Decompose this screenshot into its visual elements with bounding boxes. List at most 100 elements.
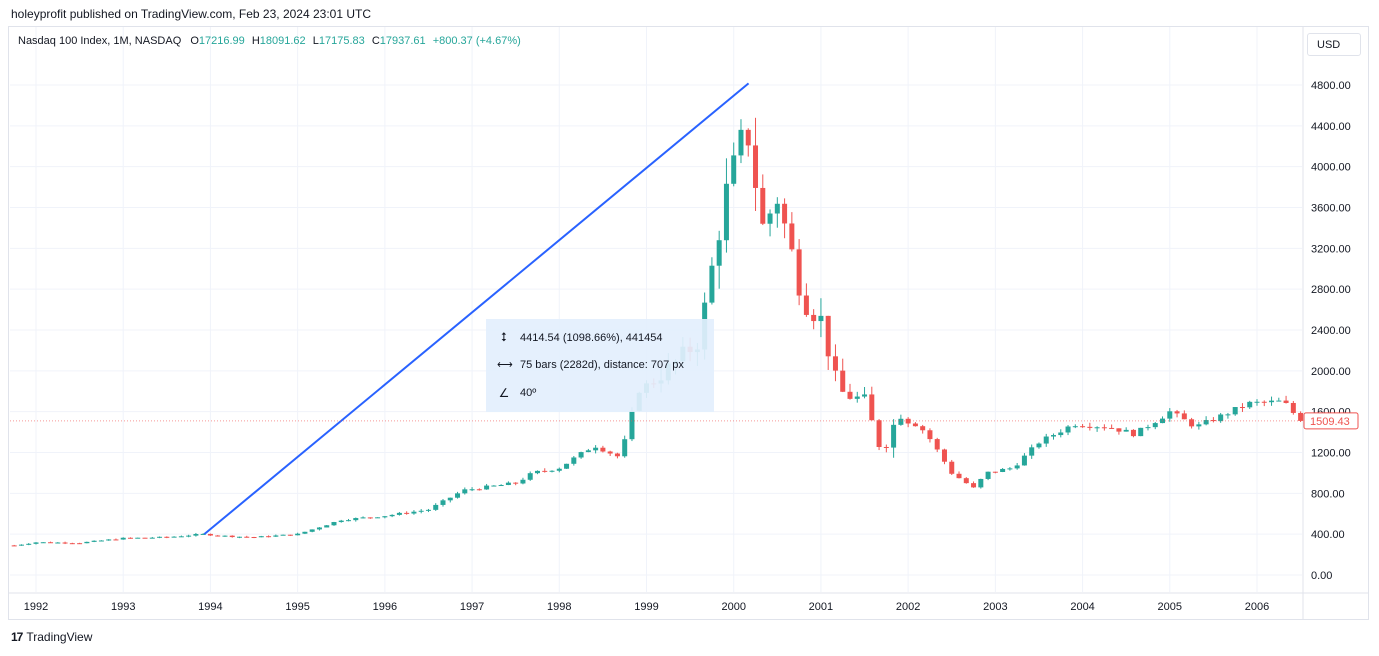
candle-body — [564, 463, 570, 469]
candle-body — [811, 314, 817, 322]
candle-body — [571, 457, 577, 464]
candle-body — [157, 536, 163, 538]
candle-body — [476, 489, 482, 491]
candle-body — [934, 439, 940, 450]
candle-body — [1130, 429, 1136, 437]
candle-body — [237, 536, 242, 538]
candle-body — [331, 522, 337, 526]
candle-body — [600, 447, 606, 452]
time-tick-label: 2001 — [809, 601, 833, 613]
candle-body — [106, 539, 112, 541]
price-tick-label: 2000.00 — [1311, 366, 1351, 378]
candle-body — [796, 249, 802, 296]
candle-body — [33, 542, 39, 544]
time-tick-label: 1994 — [198, 601, 222, 613]
candle-body — [498, 485, 504, 487]
symbol-title[interactable]: Nasdaq 100 Index, 1M, NASDAQ — [18, 35, 182, 47]
candle-body — [854, 396, 860, 399]
tradingview-logo-icon[interactable]: 17 — [11, 630, 23, 644]
symbol-legend: Nasdaq 100 Index, 1M, NASDAQ O17216.99 H… — [18, 35, 521, 47]
candle-body — [1080, 426, 1086, 428]
measure-box: ⭥ 4414.54 (1098.66%), 441454 ⟷ 75 bars (… — [486, 319, 714, 412]
currency-button[interactable]: USD — [1307, 33, 1361, 56]
candle-body — [142, 537, 148, 539]
trend-line[interactable] — [203, 82, 750, 535]
candle-body — [266, 536, 272, 538]
candle-body — [55, 542, 61, 544]
candle-body — [534, 470, 540, 474]
candle-body — [455, 493, 461, 498]
candle-body — [18, 544, 24, 546]
candle-body — [1036, 443, 1042, 448]
candle-body — [193, 534, 199, 536]
time-tick-label: 1995 — [285, 601, 309, 613]
candle-body — [215, 535, 221, 537]
candle-body — [1152, 423, 1158, 428]
candle-body — [1087, 426, 1093, 428]
candle-body — [760, 187, 766, 224]
price-tick-label: 1200.00 — [1311, 448, 1351, 460]
candle-body — [622, 439, 628, 457]
candle-body — [1109, 427, 1115, 429]
candle-body — [149, 537, 155, 539]
price-tick-label: 0.00 — [1311, 570, 1332, 582]
candle-body — [91, 540, 97, 542]
candle-body — [1058, 432, 1064, 436]
candle-body — [1174, 411, 1180, 414]
time-tick-label: 1999 — [634, 601, 658, 613]
time-tick-label: 2003 — [983, 601, 1007, 613]
candle-body — [1247, 401, 1253, 408]
candle-body — [1189, 419, 1195, 427]
candle-body — [11, 545, 17, 547]
candle-body — [716, 240, 722, 266]
candle-body — [26, 543, 32, 545]
price-tick-label: 2800.00 — [1311, 284, 1351, 296]
time-tick-label: 2000 — [721, 601, 745, 613]
candle-body — [1072, 426, 1078, 428]
candle-body — [382, 516, 388, 518]
candle-body — [1000, 468, 1006, 473]
candle-body — [578, 452, 584, 458]
candle-body — [971, 483, 977, 488]
candle-body — [629, 410, 635, 440]
candle-body — [963, 478, 969, 484]
low-value: 17175.83 — [318, 35, 365, 47]
price-tick-label: 400.00 — [1311, 529, 1345, 541]
candle-body — [1254, 401, 1260, 403]
candle-body — [69, 543, 75, 545]
candle-body — [1043, 436, 1049, 444]
candle-body — [338, 520, 344, 523]
footer-brand[interactable]: TradingView — [26, 630, 93, 644]
candle-body — [404, 512, 410, 514]
time-tick-label: 2004 — [1070, 601, 1094, 613]
candle-body — [774, 203, 780, 214]
candle-body — [425, 509, 431, 511]
candle-body — [1196, 424, 1202, 427]
candle-body — [941, 449, 947, 462]
candle-body — [244, 536, 250, 538]
candle-body — [614, 453, 620, 457]
candle-body — [280, 534, 286, 536]
close-label: C — [371, 35, 380, 47]
candle-body — [723, 183, 729, 241]
candle-body — [745, 129, 751, 146]
price-tick-label: 3200.00 — [1311, 243, 1351, 255]
candle-body — [1225, 414, 1231, 416]
candle-body — [1138, 427, 1144, 437]
candle-body — [782, 203, 788, 224]
candle-body — [593, 447, 599, 451]
high-value: 18091.62 — [259, 35, 306, 47]
candle-body — [927, 430, 933, 440]
candle-body — [396, 512, 402, 515]
candle-body — [375, 517, 381, 519]
candle-body — [62, 542, 68, 544]
measure-bars-range: 75 bars (2282d), distance: 707 px — [520, 358, 684, 371]
time-tick-label: 2005 — [1158, 601, 1182, 613]
candle-body — [1145, 427, 1151, 429]
candle-body — [324, 525, 330, 528]
time-tick-label: 1998 — [547, 601, 571, 613]
candle-body — [992, 471, 998, 473]
candle-body — [1203, 420, 1209, 425]
footer: 17 TradingView — [11, 630, 92, 644]
